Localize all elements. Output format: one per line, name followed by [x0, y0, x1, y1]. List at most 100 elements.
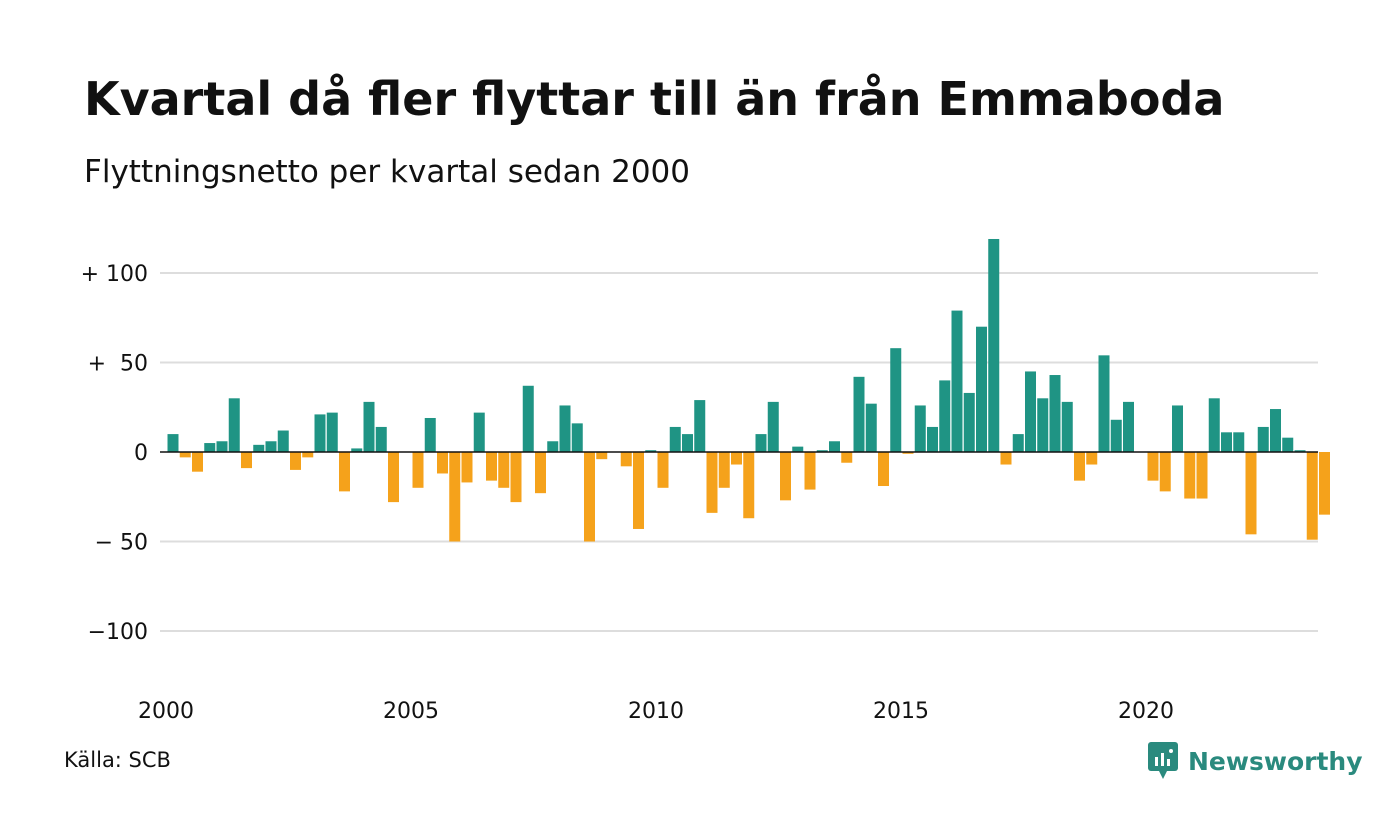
bar [1270, 409, 1281, 452]
bar [559, 405, 571, 452]
brand-logo: Newsworthy [1148, 742, 1363, 780]
bar [731, 452, 742, 465]
bar [816, 450, 828, 452]
bar [522, 385, 534, 452]
bar [1184, 452, 1196, 499]
bar [486, 452, 497, 481]
bar [669, 426, 681, 452]
bar [265, 441, 277, 452]
bar [1233, 432, 1245, 452]
brand-name: Newsworthy [1188, 746, 1363, 776]
bar [633, 452, 644, 529]
x-tick-label: 2015 [873, 699, 929, 724]
bar [792, 446, 804, 452]
bar [339, 452, 350, 492]
bar [865, 403, 877, 452]
bar [449, 452, 461, 542]
bar [473, 412, 485, 452]
bar [1086, 452, 1098, 465]
bar [216, 441, 228, 452]
bar [1061, 401, 1073, 452]
chart-title: Kvartal då fler flyttar till än från Emm… [84, 72, 1225, 126]
bar [253, 444, 265, 452]
bar [375, 426, 387, 452]
bar [498, 452, 510, 488]
bar [571, 423, 583, 452]
bar [1159, 452, 1171, 492]
bar [694, 400, 706, 452]
y-tick-label: − 50 [95, 531, 148, 556]
bar [1037, 398, 1049, 452]
bar [547, 441, 559, 452]
bar [351, 448, 363, 452]
bar [1245, 452, 1257, 535]
bar [1257, 426, 1269, 452]
bar [1123, 401, 1134, 452]
bar [437, 452, 448, 474]
bar [363, 401, 375, 452]
bar [976, 326, 987, 452]
bar [424, 417, 436, 452]
bar [1306, 452, 1318, 540]
chart-subtitle: Flyttningsnetto per kvartal sedan 2000 [84, 154, 690, 190]
bar [951, 310, 963, 452]
bar [620, 452, 632, 467]
bar [412, 452, 424, 488]
x-tick-label: 2010 [628, 699, 684, 724]
bar [314, 414, 326, 452]
bar [192, 452, 203, 472]
bar [939, 380, 951, 452]
bar [1000, 452, 1012, 465]
bar [914, 405, 926, 452]
y-tick-label: 0 [134, 441, 148, 466]
bar [290, 452, 301, 470]
bar [535, 452, 546, 494]
bar [657, 452, 669, 488]
bar [1196, 452, 1208, 499]
bar [204, 443, 216, 452]
bar [682, 434, 693, 452]
bar [1221, 432, 1232, 452]
bar [388, 452, 399, 503]
newsworthy-logo-icon [1148, 742, 1178, 779]
bar [1147, 452, 1159, 481]
bar [179, 452, 191, 458]
bar [718, 452, 730, 488]
bar [302, 452, 314, 458]
bar [1049, 375, 1061, 452]
bar [1098, 355, 1110, 452]
bar [584, 452, 595, 542]
bar [596, 452, 608, 460]
bar [988, 238, 1000, 452]
bar [878, 452, 889, 487]
bar [277, 430, 289, 452]
bar [780, 452, 791, 501]
x-tick-label: 2020 [1118, 699, 1174, 724]
bars [167, 238, 1330, 542]
bar [841, 452, 853, 463]
bar [767, 401, 779, 452]
axes: + 100 + 50 0 − 50 −100 2000 2005 2010 2015 2020 [81, 262, 1318, 724]
grid-lines [160, 272, 1318, 632]
bar [510, 452, 522, 503]
source-note: Källa: SCB [64, 748, 171, 772]
bar [927, 426, 938, 452]
bar [890, 348, 902, 452]
bar [853, 376, 865, 452]
y-tick-label: + 100 [81, 262, 148, 287]
bar [829, 441, 840, 452]
bar [1110, 419, 1122, 452]
bar [326, 412, 338, 452]
x-tick-label: 2005 [383, 699, 439, 724]
bar [963, 392, 975, 452]
bar [1294, 450, 1306, 452]
bar [743, 452, 755, 519]
bar [1208, 398, 1220, 452]
bar [1319, 452, 1330, 515]
bar [755, 434, 767, 452]
bar [241, 452, 252, 469]
bar [461, 452, 473, 483]
bar [902, 452, 914, 454]
bar [645, 450, 657, 452]
